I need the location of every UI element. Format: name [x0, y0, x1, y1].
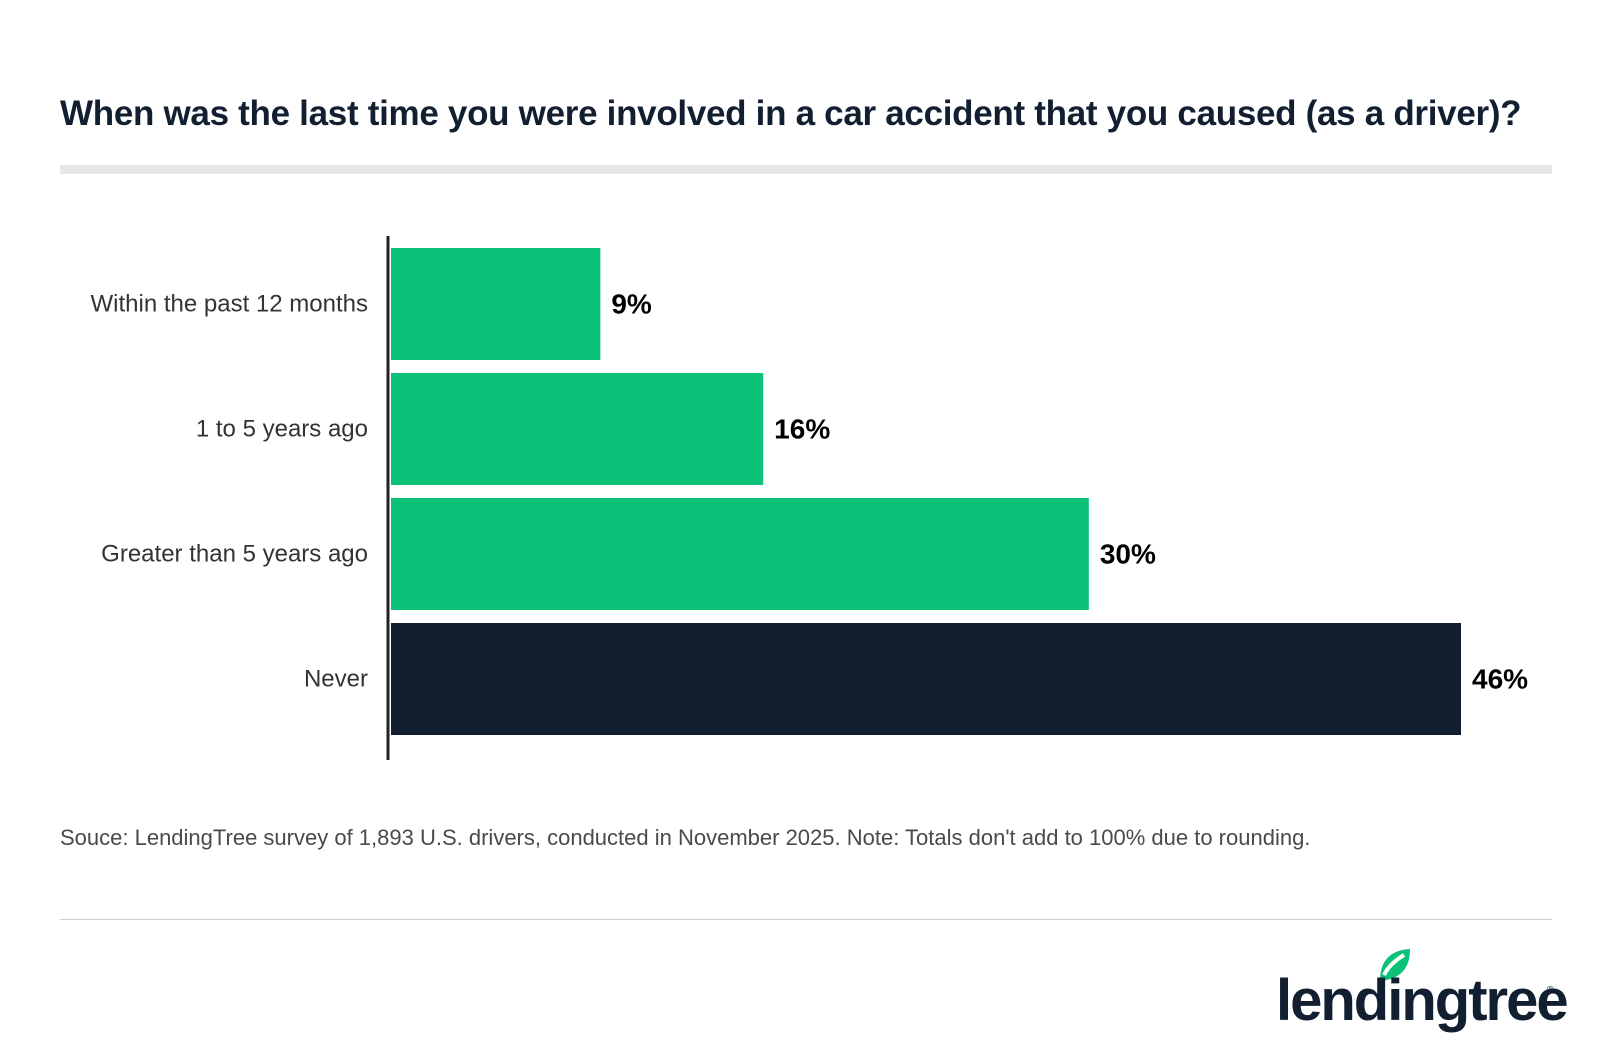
footer-divider [60, 919, 1552, 920]
source-note: Souce: LendingTree survey of 1,893 U.S. … [60, 825, 1311, 850]
category-label-1: 1 to 5 years ago [196, 416, 368, 443]
bar-1 [391, 373, 764, 485]
bar-3 [391, 623, 1461, 735]
category-label-2: Greater than 5 years ago [101, 541, 368, 568]
value-label-2: 30% [1100, 539, 1156, 570]
category-label-3: Never [304, 666, 368, 693]
registered-mark: ® [1546, 985, 1554, 996]
lendingtree-logo: lendingtree ® [1276, 945, 1569, 1035]
bar-chart: Within the past 12 months 9% 1 to 5 years … [91, 236, 1528, 760]
category-label-0: Within the past 12 months [91, 291, 368, 318]
title-divider [60, 165, 1552, 174]
value-label-1: 16% [774, 414, 830, 445]
value-label-0: 9% [611, 289, 652, 320]
bar-0 [391, 248, 601, 360]
bar-2 [391, 498, 1089, 610]
logo-wordmark: lendingtree [1276, 968, 1569, 1033]
chart-title: When was the last time you were involved… [60, 94, 1522, 133]
value-label-3: 46% [1472, 664, 1528, 695]
leaf-icon [1380, 949, 1410, 981]
